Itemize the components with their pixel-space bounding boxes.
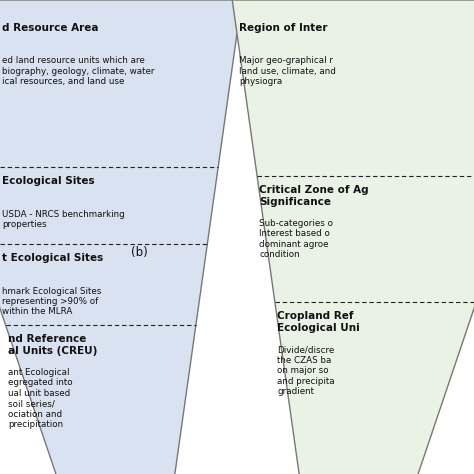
Text: Sub-categories o
Interest based o
dominant agroe
condition: Sub-categories o Interest based o domina… bbox=[259, 219, 334, 259]
Text: t Ecological Sites: t Ecological Sites bbox=[2, 253, 104, 263]
Text: Ecological Sites: Ecological Sites bbox=[2, 176, 95, 186]
Text: Major geo-graphical r
land use, climate, and
physiogra: Major geo-graphical r land use, climate,… bbox=[239, 56, 336, 86]
Text: ed land resource units which are
biography, geology, climate, water
ical resourc: ed land resource units which are biograp… bbox=[2, 56, 155, 86]
Text: Region of Inter: Region of Inter bbox=[239, 23, 328, 33]
Text: Divide/discre
the CZAS ba
on major so
and precipita
gradient: Divide/discre the CZAS ba on major so an… bbox=[277, 346, 335, 396]
Text: nd Reference
al Units (CREU): nd Reference al Units (CREU) bbox=[8, 334, 97, 356]
Text: USDA - NRCS benchmarking
properties: USDA - NRCS benchmarking properties bbox=[2, 210, 125, 229]
Text: ant Ecological
egregated into
ual unit based
soil series/
ociation and
precipita: ant Ecological egregated into ual unit b… bbox=[8, 368, 73, 429]
Polygon shape bbox=[0, 0, 242, 474]
Text: d Resource Area: d Resource Area bbox=[2, 23, 99, 33]
Text: Cropland Ref
Ecological Uni: Cropland Ref Ecological Uni bbox=[277, 311, 360, 333]
Text: Critical Zone of Ag
Significance: Critical Zone of Ag Significance bbox=[259, 185, 369, 207]
Text: (b): (b) bbox=[131, 246, 148, 259]
Polygon shape bbox=[232, 0, 474, 474]
Text: hmark Ecological Sites
representing >90% of
within the MLRA: hmark Ecological Sites representing >90%… bbox=[2, 287, 102, 317]
